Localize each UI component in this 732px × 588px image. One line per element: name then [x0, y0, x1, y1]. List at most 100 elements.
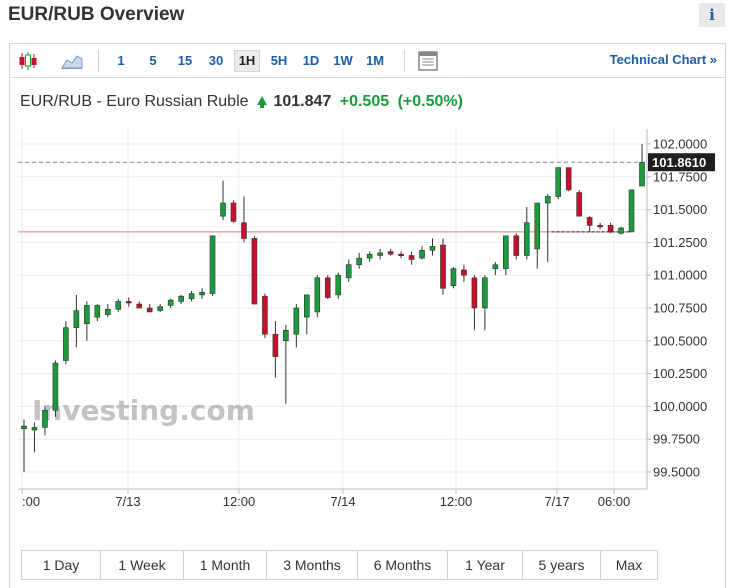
- candle-up: [450, 268, 457, 286]
- range-5-years[interactable]: 5 years: [523, 551, 601, 579]
- candle-up: [73, 310, 80, 328]
- candle-up: [429, 246, 436, 251]
- candle-up: [503, 235, 509, 269]
- candle-down: [408, 255, 415, 260]
- range-1-month[interactable]: 1 Month: [184, 551, 267, 579]
- candle-up: [199, 291, 205, 296]
- price-change: +0.505: [339, 93, 390, 110]
- candle-up: [366, 253, 373, 259]
- candle-down: [471, 277, 478, 309]
- candle-down: [607, 225, 614, 233]
- candle-down: [136, 303, 143, 309]
- candle-up: [555, 167, 562, 197]
- candle-up: [639, 162, 645, 187]
- timeframe-1d[interactable]: 1D: [302, 53, 320, 68]
- range-selector: 1 Day 1 Week 1 Month 3 Months 6 Months 1…: [21, 550, 658, 580]
- range-3-months[interactable]: 3 Months: [267, 551, 358, 579]
- candle-down: [251, 238, 258, 305]
- area-chart-icon[interactable]: [60, 49, 84, 73]
- candle-up: [21, 425, 27, 430]
- candle-down: [586, 217, 593, 226]
- timeframe-30[interactable]: 30: [208, 53, 224, 68]
- timeframe-1[interactable]: 1: [117, 53, 125, 68]
- chart-toolbar: 1 5 15 30 1H 5H 1D 1W 1M Technical Chart…: [10, 44, 725, 78]
- instrument-name: EUR/RUB - Euro Russian Ruble: [20, 93, 249, 110]
- range-max[interactable]: Max: [615, 557, 643, 573]
- y-tick-label: 99.5000: [653, 465, 700, 480]
- chart-grid: [18, 129, 647, 489]
- range-6-months[interactable]: 6 Months: [358, 551, 448, 579]
- y-tick-label: 102.0000: [653, 137, 707, 152]
- up-arrow-icon: [256, 96, 267, 108]
- candle-up: [314, 277, 321, 313]
- candle-down: [597, 225, 603, 228]
- x-tick-label: :00: [22, 494, 40, 509]
- candle-down: [324, 277, 331, 298]
- candle-up: [220, 202, 226, 217]
- chart-axes: 102.0000 101.7500 101.5000 101.2500 101.0000…: [18, 129, 715, 509]
- candle-up: [104, 309, 111, 315]
- timeframe-1w[interactable]: 1W: [333, 53, 353, 68]
- candles: [21, 144, 645, 472]
- candle-up: [492, 264, 499, 269]
- current-price-badge: [648, 153, 715, 172]
- reference-lines: [18, 161, 647, 233]
- candle-down: [513, 235, 520, 256]
- candle-up: [335, 274, 342, 296]
- quote-header: EUR/RUB - Euro Russian Ruble 101.847 +0.…: [20, 93, 463, 111]
- candle-down: [230, 202, 237, 222]
- candlestick-chart-icon[interactable]: [16, 49, 40, 73]
- candle-down: [440, 244, 446, 289]
- last-price: 101.847: [273, 93, 332, 110]
- y-tick-label: 101.2500: [653, 235, 707, 250]
- y-tick-label: 101.0000: [653, 268, 707, 283]
- candle-up: [167, 299, 174, 306]
- x-tick-label: 7/14: [330, 494, 355, 509]
- candle-up: [157, 306, 163, 311]
- price-chart[interactable]: Investing.com 102.0000101.7500101.500010…: [10, 44, 725, 544]
- timeframe-1h[interactable]: 1H: [234, 50, 260, 72]
- chart-widget: 1 5 15 30 1H 5H 1D 1W 1M Technical Chart…: [9, 43, 726, 588]
- chart-layout-icon[interactable]: [416, 49, 440, 73]
- x-tick-label: 7/13: [115, 494, 140, 509]
- y-tick-label: 100.0000: [653, 399, 707, 414]
- candle-down: [272, 333, 279, 357]
- timeframe-5[interactable]: 5: [149, 53, 157, 68]
- candle-down: [398, 253, 404, 257]
- candle-up: [94, 305, 101, 318]
- price-change-percent: (+0.50%): [397, 93, 463, 110]
- timeframe-1m[interactable]: 1M: [365, 53, 385, 68]
- candle-up: [534, 202, 541, 250]
- timeframe-5h[interactable]: 5H: [270, 53, 288, 68]
- candle-up: [42, 410, 48, 428]
- candle-down: [262, 295, 268, 335]
- technical-chart-link[interactable]: Technical Chart »: [609, 52, 717, 67]
- x-tick-label: 7/17: [544, 494, 569, 509]
- candle-up: [482, 277, 488, 309]
- y-tick-label: 100.7500: [653, 301, 707, 316]
- candle-up: [628, 189, 635, 233]
- candle-up: [544, 196, 551, 204]
- candle-up: [419, 249, 425, 259]
- range-1-day[interactable]: 1 Day: [22, 551, 101, 579]
- range-1-year[interactable]: 1 Year: [448, 551, 523, 579]
- x-tick-label: 06:00: [598, 494, 631, 509]
- candle-up: [84, 305, 90, 325]
- range-1-week[interactable]: 1 Week: [101, 551, 184, 579]
- x-tick-label: 12:00: [223, 494, 256, 509]
- candle-down: [146, 307, 153, 313]
- y-tick-label: 101.5000: [653, 202, 707, 217]
- candle-up: [31, 427, 38, 431]
- y-tick-label: 100.5000: [653, 333, 707, 348]
- candle-up: [377, 252, 383, 256]
- y-tick-label: 101.7500: [653, 169, 707, 184]
- current-price-label: 101.8610: [652, 155, 706, 170]
- timeframe-15[interactable]: 15: [177, 53, 193, 68]
- toolbar-divider: [404, 50, 405, 72]
- candle-up: [356, 257, 362, 266]
- candle-down: [565, 167, 572, 191]
- info-icon[interactable]: i: [699, 3, 725, 27]
- candle-up: [304, 294, 310, 318]
- candle-down: [125, 301, 132, 304]
- candle-up: [345, 264, 352, 279]
